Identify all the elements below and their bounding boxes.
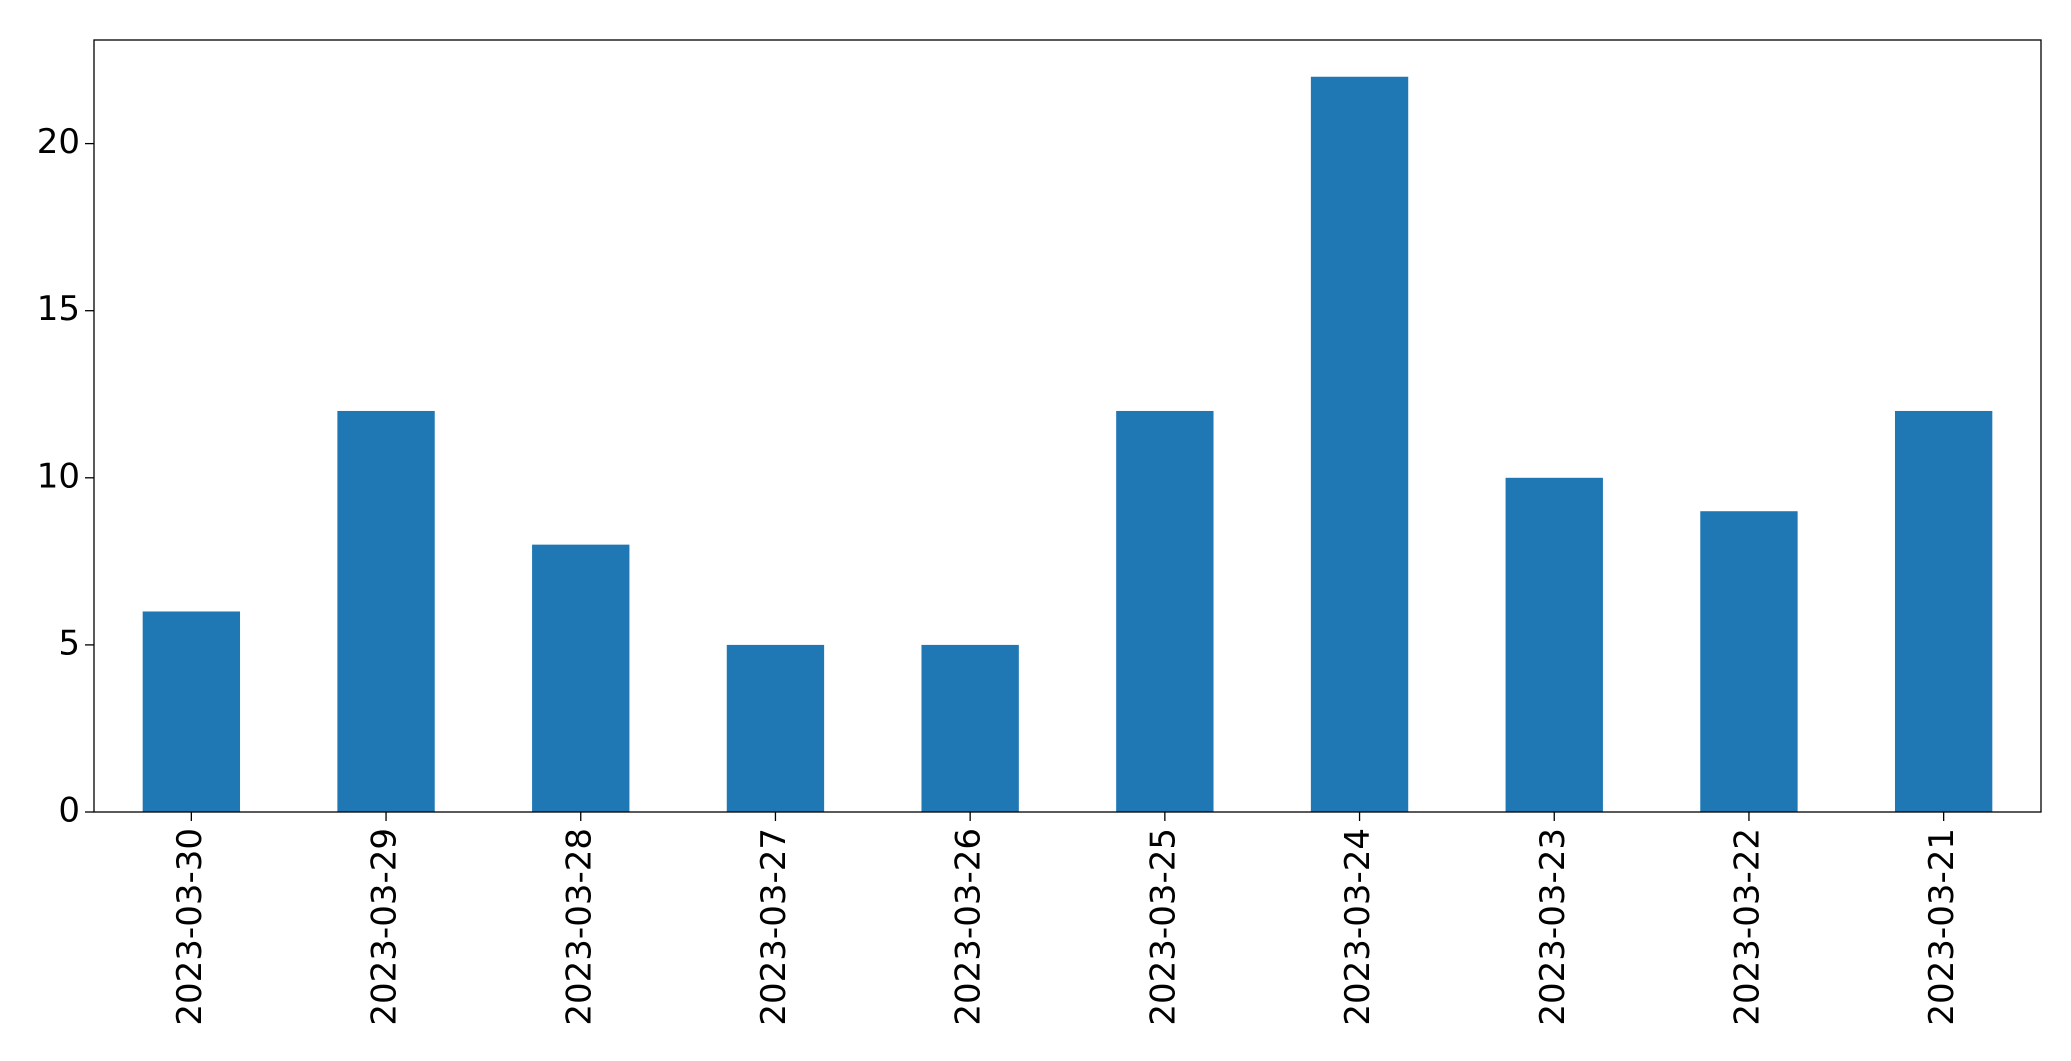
bar xyxy=(1505,477,1603,812)
x-tick-label: 2023-03-22 xyxy=(1727,828,1767,1026)
x-tick-label: 2023-03-26 xyxy=(949,828,989,1026)
x-tick-label: 2023-03-21 xyxy=(1922,828,1962,1026)
bar xyxy=(1894,410,1993,812)
x-tick-label: 2023-03-29 xyxy=(365,828,405,1026)
x-tick-label: 2023-03-23 xyxy=(1533,828,1573,1026)
bar xyxy=(921,644,1019,812)
x-tick-label: 2023-03-30 xyxy=(170,828,210,1026)
x-tick-label: 2023-03-24 xyxy=(1338,828,1378,1026)
y-tick-label: 20 xyxy=(37,122,80,162)
y-tick-label: 5 xyxy=(58,623,80,663)
plot-frame xyxy=(93,39,2042,813)
y-tick-label: 10 xyxy=(37,456,80,496)
bar xyxy=(1116,410,1214,812)
bar xyxy=(532,544,630,812)
y-tick-label: 15 xyxy=(37,289,80,329)
y-tick-label: 0 xyxy=(58,791,80,831)
bar xyxy=(726,644,825,812)
bar xyxy=(142,611,241,812)
x-tick-label: 2023-03-25 xyxy=(1143,828,1183,1026)
bar xyxy=(337,410,435,812)
bar xyxy=(1700,511,1798,812)
x-tick-label: 2023-03-28 xyxy=(559,828,599,1026)
bar xyxy=(1310,76,1409,812)
x-tick-label: 2023-03-27 xyxy=(754,828,794,1026)
